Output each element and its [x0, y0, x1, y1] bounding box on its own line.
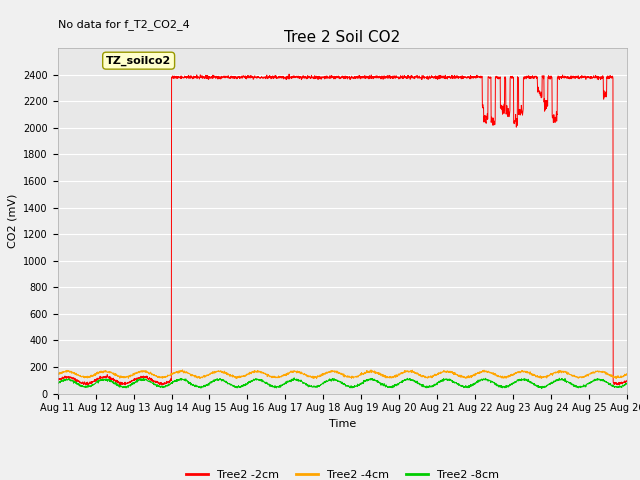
- Tree2 -4cm: [132, 371, 140, 376]
- Tree2 -4cm: [312, 375, 320, 381]
- Tree2 -8cm: [98, 378, 106, 384]
- Tree2 -2cm: [116, 380, 124, 386]
- X-axis label: Time: Time: [329, 419, 356, 429]
- Tree2 -8cm: [69, 379, 77, 384]
- Tree2 -4cm: [537, 374, 545, 380]
- Line: Tree2 -2cm: Tree2 -2cm: [58, 74, 627, 385]
- Tree2 -4cm: [69, 370, 77, 376]
- Tree2 -2cm: [98, 374, 106, 380]
- Tree2 -2cm: [116, 382, 124, 388]
- Tree2 -2cm: [54, 377, 61, 383]
- Tree2 -8cm: [623, 381, 631, 387]
- Tree2 -4cm: [116, 374, 124, 380]
- Tree2 -8cm: [538, 386, 545, 392]
- Tree2 -4cm: [623, 372, 631, 377]
- Tree2 -2cm: [285, 71, 293, 77]
- Tree2 -2cm: [537, 91, 545, 96]
- Line: Tree2 -8cm: Tree2 -8cm: [58, 378, 627, 389]
- Line: Tree2 -4cm: Tree2 -4cm: [58, 370, 627, 379]
- Tree2 -4cm: [54, 371, 61, 377]
- Tree2 -2cm: [623, 377, 631, 383]
- Tree2 -2cm: [132, 377, 140, 383]
- Tree2 -8cm: [536, 385, 544, 391]
- Text: TZ_soilco2: TZ_soilco2: [106, 56, 172, 66]
- Tree2 -2cm: [313, 73, 321, 79]
- Tree2 -8cm: [132, 379, 140, 384]
- Tree2 -8cm: [312, 384, 320, 389]
- Y-axis label: CO2 (mV): CO2 (mV): [8, 193, 17, 248]
- Tree2 -2cm: [69, 376, 77, 382]
- Tree2 -8cm: [54, 380, 61, 385]
- Title: Tree 2 Soil CO2: Tree 2 Soil CO2: [284, 30, 401, 46]
- Legend: Tree2 -2cm, Tree2 -4cm, Tree2 -8cm: Tree2 -2cm, Tree2 -4cm, Tree2 -8cm: [182, 466, 503, 480]
- Text: No data for f_T2_CO2_4: No data for f_T2_CO2_4: [58, 19, 189, 30]
- Tree2 -4cm: [313, 376, 321, 382]
- Tree2 -4cm: [179, 367, 186, 373]
- Tree2 -8cm: [116, 384, 124, 390]
- Tree2 -4cm: [98, 369, 106, 374]
- Tree2 -8cm: [291, 375, 298, 381]
